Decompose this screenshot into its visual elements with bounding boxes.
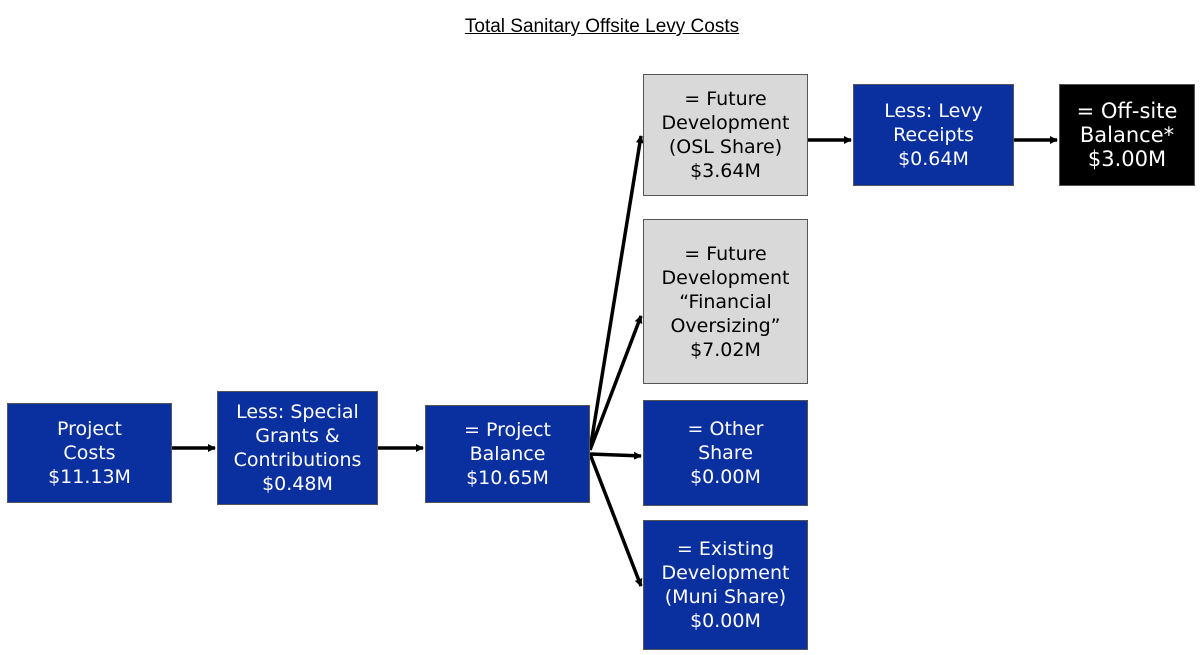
- title: Total Sanitary Offsite Levy Costs: [464, 16, 740, 37]
- node-text: “Financial: [679, 290, 772, 313]
- node-text: Costs: [63, 442, 116, 464]
- node-text: $3.00M: [1087, 147, 1167, 171]
- node: = Project Balance $10.65M: [425, 405, 590, 503]
- node: Less: Levy Receipts $0.64M: [853, 84, 1014, 186]
- node-text: $0.00M: [690, 466, 761, 488]
- node: = Other Share $0.00M: [643, 400, 808, 506]
- node-text: Balance: [469, 443, 546, 465]
- node: = Existing Development (Muni Share) $0.00M: [643, 520, 808, 650]
- node-text: = Existing: [676, 538, 775, 560]
- node-text: (Muni Share): [664, 586, 787, 608]
- node: = Future Development “Financial Oversizing”…: [643, 219, 808, 384]
- node-text: = Future: [684, 242, 767, 265]
- node-text: $0.00M: [690, 610, 761, 632]
- node-text: Less: Levy: [884, 100, 983, 122]
- node-text: Balance*: [1079, 123, 1175, 147]
- node-text: Receipts: [893, 124, 974, 146]
- node-text: $0.64M: [898, 148, 969, 170]
- node: Less: Special Grants & Contributions $0.48M: [217, 391, 378, 505]
- node-text: Oversizing”: [670, 314, 781, 337]
- node-text: $3.64M: [690, 160, 761, 182]
- node-text: $0.48M: [262, 473, 333, 495]
- node-text: Grants &: [255, 425, 340, 447]
- node-text: Development: [661, 112, 790, 134]
- arrow: [588, 315, 643, 451]
- node-text: (OSL Share): [668, 136, 783, 158]
- node-text: Contributions: [233, 449, 362, 471]
- node-text: Share: [698, 442, 753, 464]
- node-text: = Project: [464, 419, 551, 441]
- node: Project Costs $11.13M: [7, 403, 172, 503]
- node: = Future Development (OSL Share) $3.64M: [643, 74, 808, 196]
- node-text: Less: Special: [236, 401, 359, 423]
- node: = Off-site Balance* $3.00M: [1059, 84, 1195, 186]
- node-text: $11.13M: [48, 466, 131, 488]
- node-text: Development: [661, 562, 790, 584]
- arrow: [589, 451, 642, 460]
- node-text: $10.65M: [466, 467, 549, 489]
- arrow: [588, 453, 643, 587]
- node-text: Development: [661, 266, 790, 289]
- node-text: = Future: [684, 88, 767, 110]
- node-text: $7.02M: [690, 338, 761, 361]
- node-text: Project: [56, 418, 122, 440]
- node-text: = Off-site: [1076, 99, 1178, 123]
- node-text: = Other: [687, 418, 764, 440]
- arrow: [588, 135, 644, 451]
